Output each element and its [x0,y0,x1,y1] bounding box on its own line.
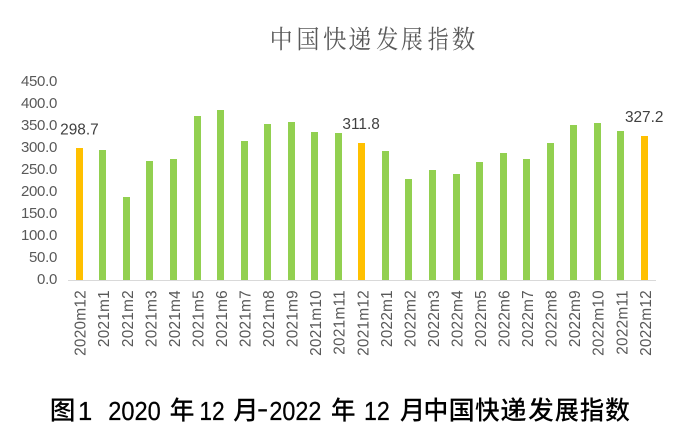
svg-text:2021m1: 2021m1 [96,290,113,347]
svg-text:2022m3: 2022m3 [426,290,443,347]
svg-text:298.7: 298.7 [60,122,99,139]
svg-text:2021m9: 2021m9 [285,290,302,347]
svg-text:2021m11: 2021m11 [332,290,349,355]
svg-text:2021m3: 2021m3 [143,290,160,347]
svg-text:327.2: 327.2 [625,109,664,126]
svg-text:2021m7: 2021m7 [238,290,255,347]
svg-text:2021m8: 2021m8 [261,290,278,347]
svg-text:2022m1: 2022m1 [379,290,396,347]
svg-text:2022m7: 2022m7 [520,290,537,347]
svg-text:2021m6: 2021m6 [214,290,231,347]
svg-text:1: 1 [78,398,92,426]
svg-text:2022m11: 2022m11 [614,290,631,355]
svg-text:2021m5: 2021m5 [190,290,207,347]
svg-text:12: 12 [199,398,224,426]
svg-text:2021m10: 2021m10 [308,290,325,356]
svg-text:2022m10: 2022m10 [591,290,608,356]
svg-text:2020m12: 2020m12 [73,290,90,356]
svg-text:2022m4: 2022m4 [449,290,466,347]
svg-text:2022m2: 2022m2 [402,290,419,347]
svg-text:2022: 2022 [269,398,321,426]
svg-text:2022m12: 2022m12 [638,290,655,356]
svg-text:2020: 2020 [108,398,161,426]
svg-text:311.8: 311.8 [342,116,379,133]
svg-text:2021m12: 2021m12 [355,290,372,356]
svg-text:2022m8: 2022m8 [544,290,561,347]
svg-text:2021m2: 2021m2 [120,290,137,347]
svg-text:2021m4: 2021m4 [167,290,184,347]
svg-text:2022m6: 2022m6 [497,290,514,347]
svg-text:12: 12 [364,398,390,426]
svg-text:2022m9: 2022m9 [567,290,584,347]
svg-text:2022m5: 2022m5 [473,290,490,347]
